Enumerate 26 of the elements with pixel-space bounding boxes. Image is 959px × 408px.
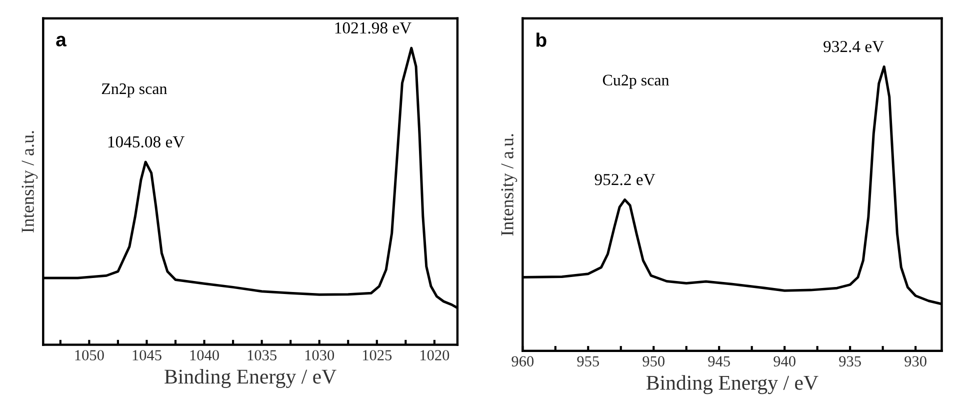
x-axis-title: Binding Energy / eV xyxy=(646,375,818,394)
x-tick-label: 1040 xyxy=(190,350,219,360)
annotation: 1021.98 eV xyxy=(335,22,412,34)
text: b xyxy=(536,32,546,47)
x-tick-label: 1035 xyxy=(248,350,276,360)
x-tick-label: 1020 xyxy=(420,350,450,360)
x-axis-title: Binding Energy / eV xyxy=(164,369,336,388)
y-axis-title: Intensity / a.u. xyxy=(22,131,38,233)
x-tick-label: 1030 xyxy=(305,350,334,360)
x-tick-label: 1045 xyxy=(132,350,162,360)
annotation: 932.4 eV xyxy=(824,40,884,52)
text: a xyxy=(56,36,67,46)
annotation: 952.2 eV xyxy=(594,174,656,186)
annotation: Zn2p scan xyxy=(102,83,167,98)
x-tick-label: 930 xyxy=(904,356,926,366)
x-tick-label: 955 xyxy=(577,356,599,366)
y-axis-title: Intensity / a.u. xyxy=(501,134,518,236)
x-tick-label: 935 xyxy=(839,356,861,366)
x-tick-label: 940 xyxy=(774,356,796,366)
x-tick-label: 1025 xyxy=(362,350,392,360)
x-tick-label: 960 xyxy=(512,356,534,366)
x-tick-label: 1050 xyxy=(75,350,104,360)
annotation: Cu2p scan xyxy=(602,74,670,89)
x-tick-label: 950 xyxy=(642,356,664,366)
annotation: 1045.08 eV xyxy=(108,136,184,148)
x-tick-label: 945 xyxy=(708,356,730,366)
